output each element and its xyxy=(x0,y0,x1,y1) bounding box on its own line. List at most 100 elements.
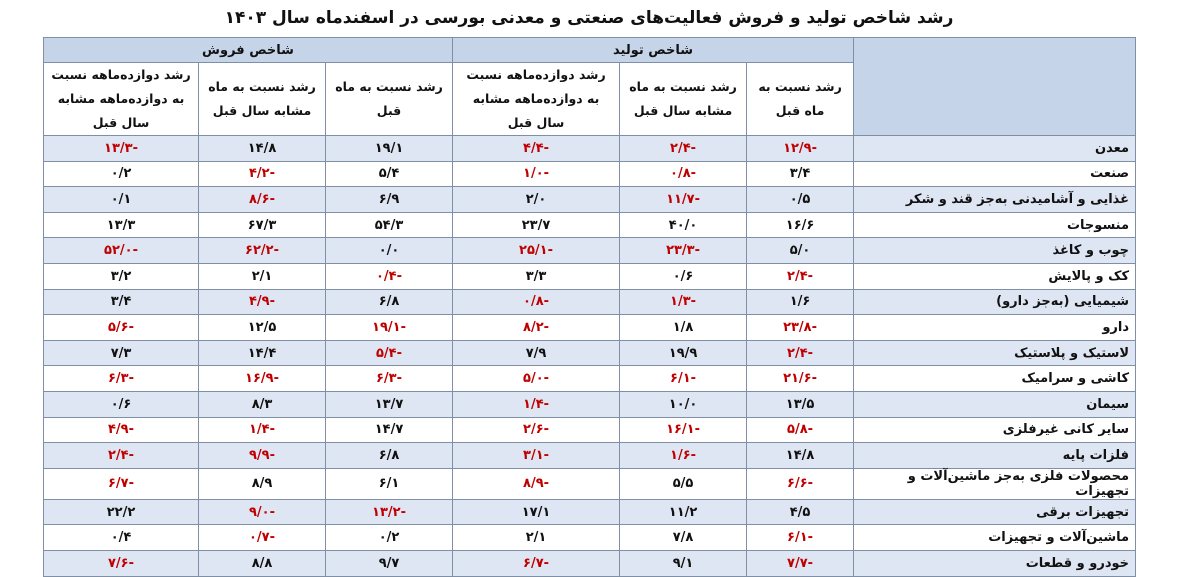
row-label: تجهیزات برقی xyxy=(853,498,1137,526)
table-row: غذایی و آشامیدنی به‌جز قند و شکر ۰/۵ -۱۱/۷… xyxy=(42,186,1137,213)
cell-p-month: ۳/۴ xyxy=(746,160,855,188)
cell-s-12m: ۳/۲ xyxy=(42,262,200,290)
cell-p-yoy: -۶/۱ xyxy=(619,365,748,392)
row-label-header xyxy=(853,37,1137,136)
cell-s-yoy: -۹/۰ xyxy=(198,498,327,526)
cell-p-yoy: ۹/۱ xyxy=(619,549,748,577)
cell-p-yoy: ۱/۸ xyxy=(619,314,748,341)
cell-s-12m: ۷/۳ xyxy=(42,339,200,367)
cell-p-12m: -۴/۴ xyxy=(452,135,621,162)
cell-s-month: ۱۳/۷ xyxy=(325,390,454,418)
row-label: منسوجات xyxy=(853,211,1137,239)
table-row: محصولات فلزی به‌جز ماشین‌آلات و تجهیزات -… xyxy=(42,467,1137,500)
col-header-sales-12m: رشد دوازده‌ماهه نسبت به دوازده‌ماهه مشاب… xyxy=(42,62,200,136)
col-header-sales-yoy: رشد نسبت به ماه مشابه سال قبل xyxy=(198,62,327,136)
cell-p-yoy: ۷/۸ xyxy=(619,524,748,551)
row-label: لاستیک و پلاستیک xyxy=(853,339,1137,367)
cell-s-yoy: -۸/۶ xyxy=(198,186,327,213)
cell-p-month: -۲/۴ xyxy=(746,262,855,290)
cell-p-yoy: -۰/۸ xyxy=(619,160,748,188)
cell-p-yoy: -۲۳/۳ xyxy=(619,237,748,264)
cell-s-12m: -۲/۴ xyxy=(42,442,200,469)
cell-s-yoy: -۴/۲ xyxy=(198,160,327,188)
cell-s-yoy: -۹/۹ xyxy=(198,442,327,469)
row-label: کک و پالایش xyxy=(853,262,1137,290)
cell-s-yoy: ۱۴/۸ xyxy=(198,135,327,162)
cell-p-yoy: ۱۹/۹ xyxy=(619,339,748,367)
cell-p-month: -۲۳/۸ xyxy=(746,314,855,341)
table-title: رشد شاخص تولید و فروش فعالیت‌های صنعتی و… xyxy=(224,8,954,28)
cell-s-yoy: ۸/۳ xyxy=(198,390,327,418)
cell-s-month: -۶/۳ xyxy=(325,365,454,392)
table-row: منسوجات ۱۶/۶ ۴۰/۰ ۲۳/۷ ۵۴/۳ ۶۷/۳ ۱۳/۳ xyxy=(42,211,1137,239)
row-label: غذایی و آشامیدنی به‌جز قند و شکر xyxy=(853,186,1137,213)
cell-s-month: ۵/۴ xyxy=(325,160,454,188)
cell-s-yoy: ۱۲/۵ xyxy=(198,314,327,341)
row-label: صنعت xyxy=(853,160,1137,188)
cell-s-yoy: -۴/۹ xyxy=(198,288,327,316)
cell-s-12m: -۴/۹ xyxy=(42,416,200,444)
cell-p-month: ۱۶/۶ xyxy=(746,211,855,239)
cell-s-month: ۹/۷ xyxy=(325,549,454,577)
table-row: کک و پالایش -۲/۴ ۰/۶ ۳/۳ -۰/۴ ۲/۱ ۳/۲ xyxy=(42,262,1137,290)
cell-s-yoy: -۱/۴ xyxy=(198,416,327,444)
cell-s-yoy: -۱۶/۹ xyxy=(198,365,327,392)
table-row: معدن -۱۲/۹ -۲/۴ -۴/۴ ۱۹/۱ ۱۴/۸ -۱۳/۳ xyxy=(42,135,1137,162)
cell-p-month: -۶/۶ xyxy=(746,467,855,500)
row-label: چوب و کاغذ xyxy=(853,237,1137,264)
row-label: شیمیایی (به‌جز دارو) xyxy=(853,288,1137,316)
cell-s-month: ۶/۹ xyxy=(325,186,454,213)
table-row: ماشین‌آلات و تجهیزات -۶/۱ ۷/۸ ۲/۱ ۰/۲ -۰/۷ ۰/۴ xyxy=(42,524,1137,551)
cell-s-month: ۱۴/۷ xyxy=(325,416,454,444)
cell-p-month: ۱۴/۸ xyxy=(746,442,855,469)
cell-p-month: -۷/۷ xyxy=(746,549,855,577)
cell-p-12m: -۱/۴ xyxy=(452,390,621,418)
col-header-production-yoy: رشد نسبت به ماه مشابه سال قبل xyxy=(619,62,748,136)
cell-s-12m: ۳/۴ xyxy=(42,288,200,316)
cell-s-month: -۱۳/۲ xyxy=(325,498,454,526)
cell-p-yoy: ۵/۵ xyxy=(619,467,748,500)
cell-p-yoy: -۱/۳ xyxy=(619,288,748,316)
row-label: فلزات پایه xyxy=(853,442,1137,469)
production-group-header: شاخص تولید xyxy=(452,37,855,63)
table-row: تجهیزات برقی ۴/۵ ۱۱/۲ ۱۷/۱ -۱۳/۲ -۹/۰ ۲۲/۲ xyxy=(42,498,1137,526)
sales-group-header: شاخص فروش xyxy=(42,37,454,63)
cell-p-yoy: ۴۰/۰ xyxy=(619,211,748,239)
cell-s-month: ۵۴/۳ xyxy=(325,211,454,239)
row-label: کاشی و سرامیک xyxy=(853,365,1137,392)
cell-p-month: -۱۲/۹ xyxy=(746,135,855,162)
cell-s-yoy: -۰/۷ xyxy=(198,524,327,551)
cell-s-yoy: ۶۷/۳ xyxy=(198,211,327,239)
row-label: ماشین‌آلات و تجهیزات xyxy=(853,524,1137,551)
table-row: سایر کانی غیرفلزی -۵/۸ -۱۶/۱ -۲/۶ ۱۴/۷ -۱/۴ -۴… xyxy=(42,416,1137,444)
cell-s-month: ۰/۰ xyxy=(325,237,454,264)
table-row: کاشی و سرامیک -۲۱/۶ -۶/۱ -۵/۰ -۶/۳ -۱۶/۹ -۶/۳ xyxy=(42,365,1137,392)
cell-p-12m: -۰/۸ xyxy=(452,288,621,316)
cell-s-month: ۱۹/۱ xyxy=(325,135,454,162)
cell-p-12m: -۸/۹ xyxy=(452,467,621,500)
cell-s-month: ۰/۲ xyxy=(325,524,454,551)
cell-p-12m: -۲/۶ xyxy=(452,416,621,444)
table-row: شیمیایی (به‌جز دارو) ۱/۶ -۱/۳ -۰/۸ ۶/۸ -۴/۹ ۳/… xyxy=(42,288,1137,316)
row-label: خودرو و قطعات xyxy=(853,549,1137,577)
cell-s-12m: -۶/۷ xyxy=(42,467,200,500)
cell-s-yoy: ۸/۹ xyxy=(198,467,327,500)
cell-p-12m: ۲/۱ xyxy=(452,524,621,551)
cell-p-month: -۲۱/۶ xyxy=(746,365,855,392)
cell-p-12m: ۲۳/۷ xyxy=(452,211,621,239)
cell-p-month: -۲/۴ xyxy=(746,339,855,367)
cell-p-12m: ۲/۰ xyxy=(452,186,621,213)
cell-s-12m: -۱۳/۳ xyxy=(42,135,200,162)
cell-p-yoy: ۱۱/۲ xyxy=(619,498,748,526)
cell-s-12m: -۷/۶ xyxy=(42,549,200,577)
cell-s-yoy: ۱۴/۴ xyxy=(198,339,327,367)
cell-s-12m: ۰/۶ xyxy=(42,390,200,418)
row-label: محصولات فلزی به‌جز ماشین‌آلات و تجهیزات xyxy=(853,467,1137,500)
cell-p-12m: -۵/۰ xyxy=(452,365,621,392)
cell-p-month: -۵/۸ xyxy=(746,416,855,444)
cell-s-month: ۶/۸ xyxy=(325,288,454,316)
row-label: سیمان xyxy=(853,390,1137,418)
cell-s-12m: ۲۲/۲ xyxy=(42,498,200,526)
cell-p-yoy: -۱۶/۱ xyxy=(619,416,748,444)
table-row: دارو -۲۳/۸ ۱/۸ -۸/۲ -۱۹/۱ ۱۲/۵ -۵/۶ xyxy=(42,314,1137,341)
